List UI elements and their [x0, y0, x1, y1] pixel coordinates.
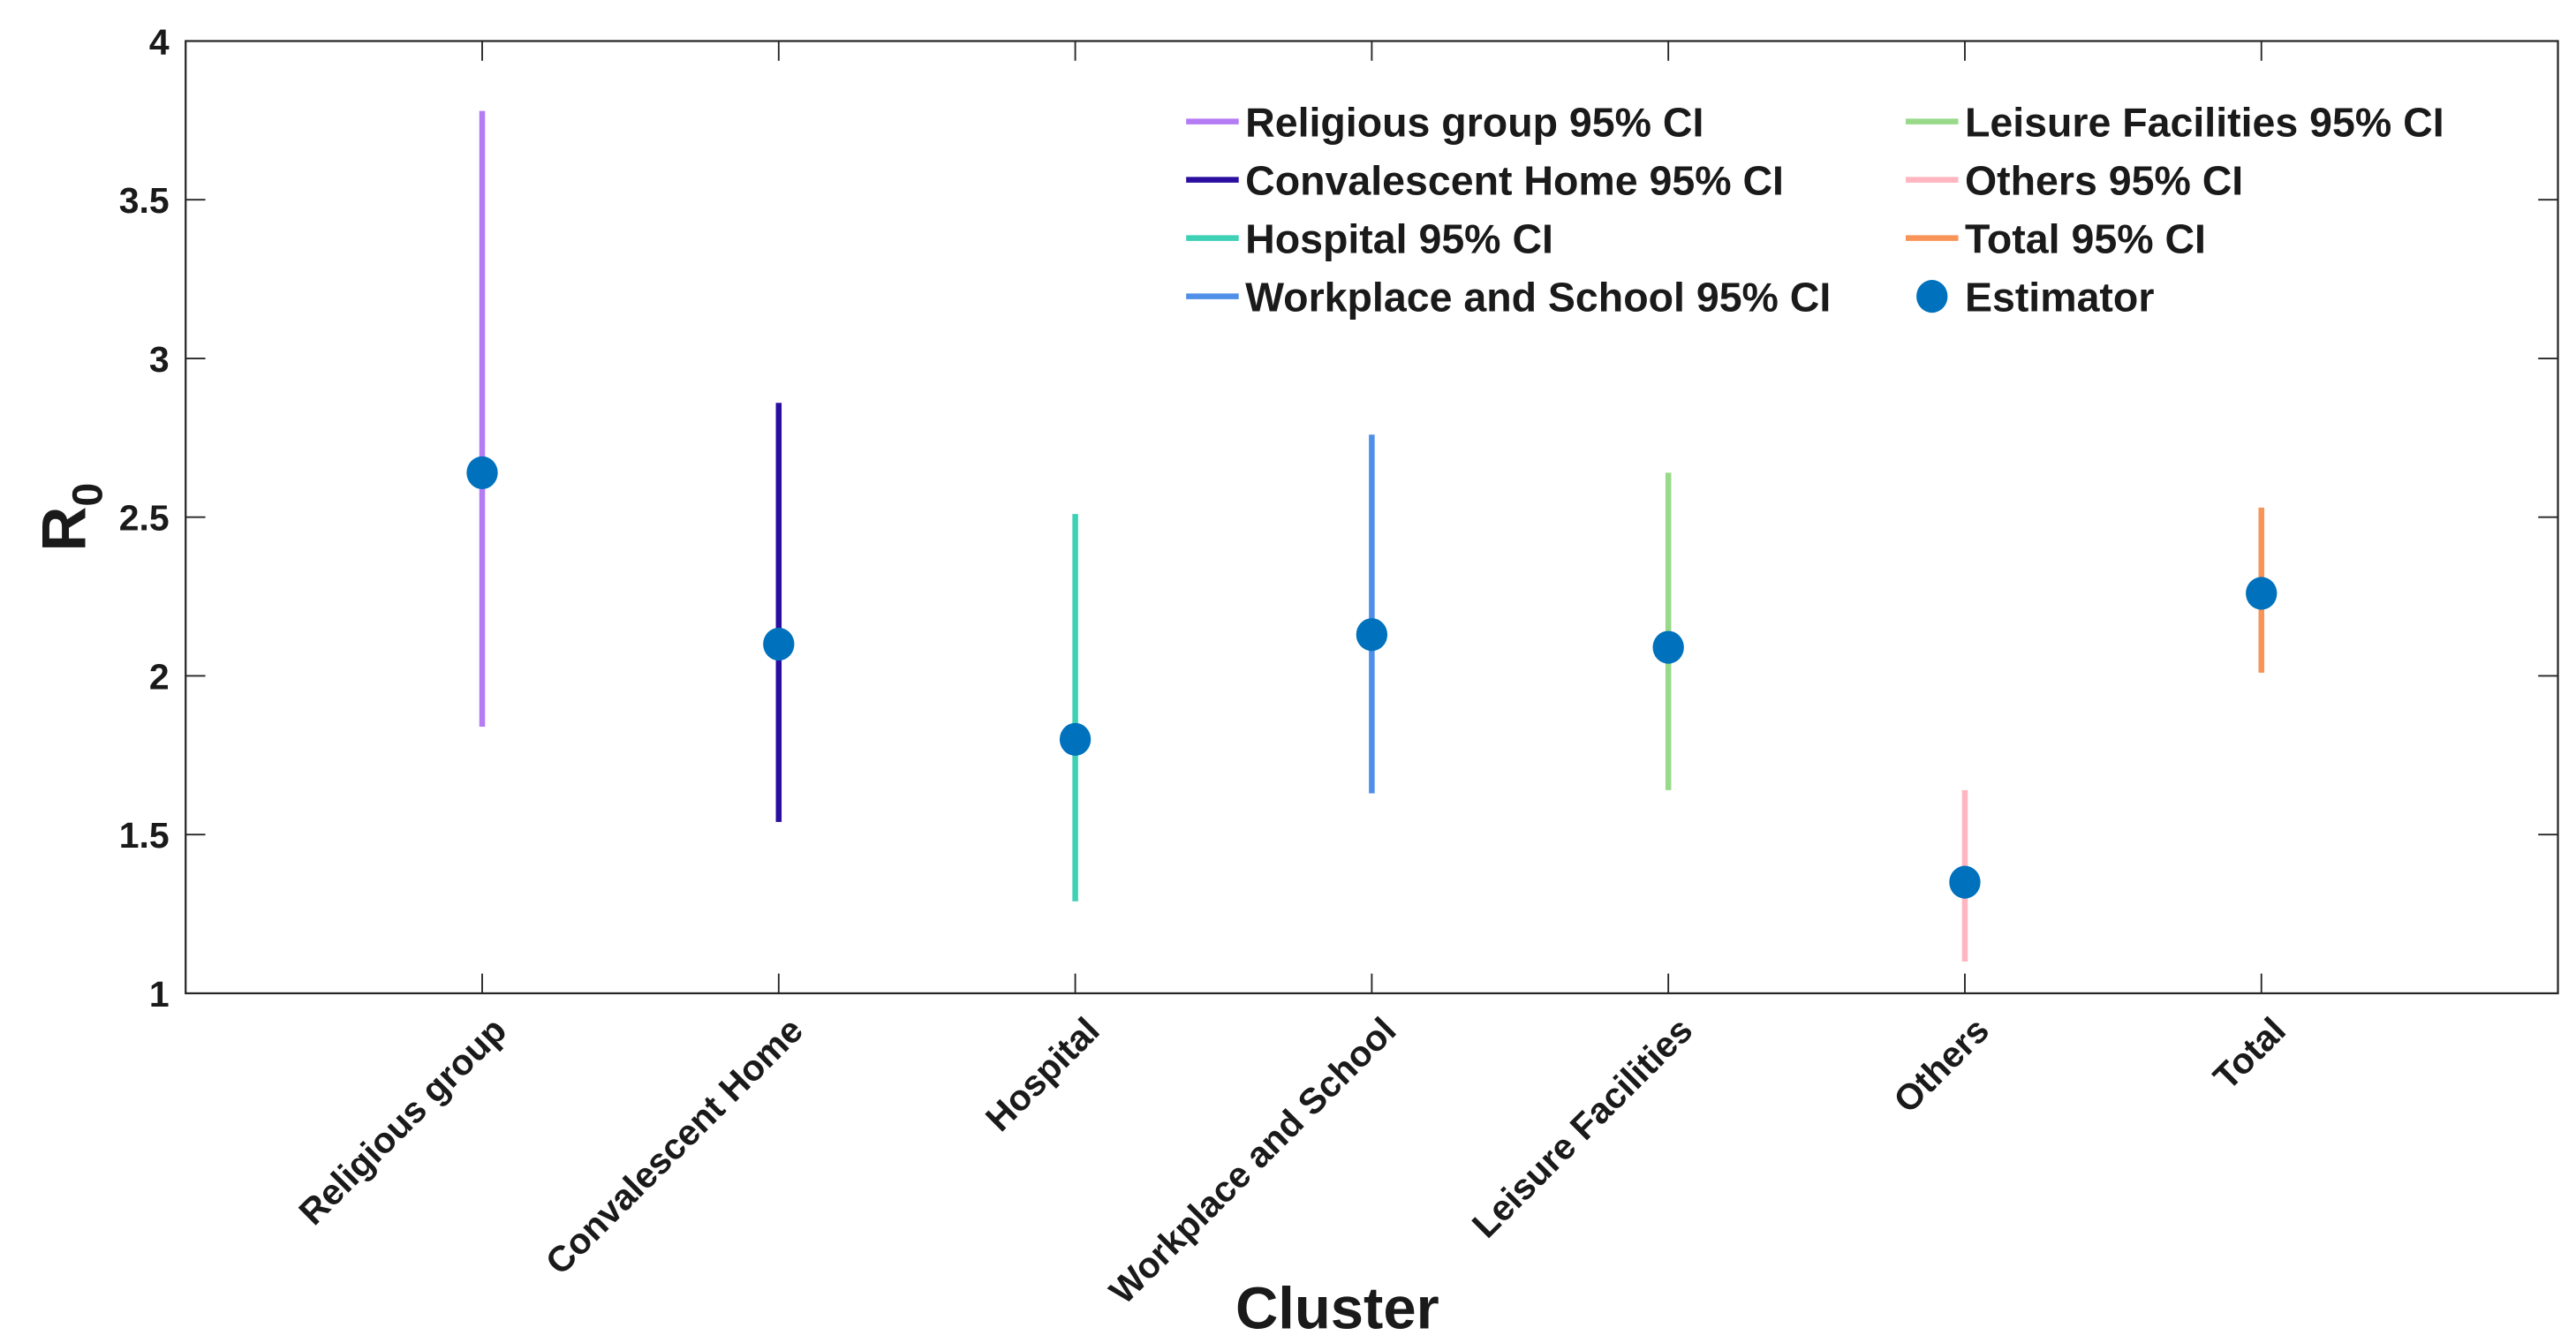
estimator-point	[466, 456, 498, 489]
x-axis-label: Cluster	[1235, 1275, 1439, 1341]
x-tick-label: Workplace and School	[1101, 1009, 1403, 1311]
data-marks	[466, 110, 2278, 962]
y-tick-label: 1.5	[119, 815, 170, 856]
y-tick-label: 4	[149, 21, 170, 62]
legend-label: Leisure Facilities 95% CI	[1965, 99, 2444, 145]
y-axis-label-main: R	[29, 507, 99, 552]
legend-label: Workplace and School 95% CI	[1245, 274, 1831, 320]
legend-label: Others 95% CI	[1965, 157, 2243, 203]
y-axis-label-subscript: 0	[64, 483, 111, 507]
estimator-point	[1652, 630, 1684, 664]
x-tick-label: Hospital	[978, 1009, 1107, 1139]
legend-label: Convalescent Home 95% CI	[1245, 157, 1784, 203]
legend-label: Religious group 95% CI	[1245, 99, 1703, 145]
legend-marker	[1916, 280, 1948, 313]
legend: Religious group 95% CI Convalescent Home …	[1186, 99, 2444, 320]
legend-label: Total 95% CI	[1965, 215, 2206, 261]
y-tick-label: 3.5	[119, 180, 170, 221]
estimator-point	[763, 627, 795, 661]
estimator-point	[1059, 722, 1092, 756]
x-tick-label: Others	[1885, 1009, 1997, 1120]
x-tick-label: Religious group	[291, 1009, 514, 1233]
x-tick-label: Total	[2205, 1009, 2293, 1097]
x-tick-label: Convalescent Home	[538, 1009, 811, 1282]
y-tick-label: 2.5	[119, 498, 170, 539]
y-tick-label: 1	[149, 974, 170, 1015]
y-tick-label: 2	[149, 656, 170, 697]
estimator-point	[2246, 577, 2278, 610]
estimator-point	[1949, 865, 1981, 899]
legend-label: Estimator	[1965, 274, 2154, 320]
y-tick-label: 3	[149, 339, 170, 380]
estimator-point	[1356, 618, 1388, 652]
legend-label: Hospital 95% CI	[1245, 215, 1553, 261]
x-tick-label: Leisure Facilities	[1464, 1009, 1700, 1245]
y-axis-label: R0	[29, 483, 112, 552]
